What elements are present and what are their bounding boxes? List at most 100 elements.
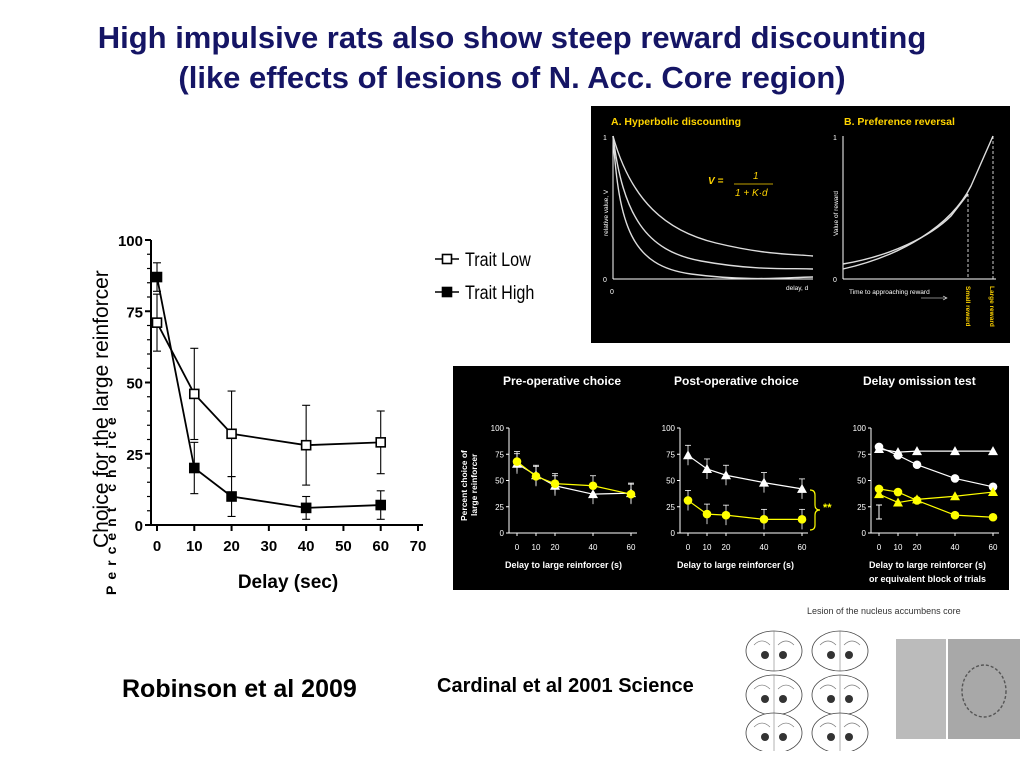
- robinson-point: [151, 317, 163, 328]
- panel-b-ylabel: Value of reward: [833, 191, 840, 236]
- brain-section: [811, 712, 869, 754]
- panel-a-ytick-0: 0: [603, 277, 607, 284]
- lesion-spot: [761, 733, 769, 741]
- cardinal-point: [893, 447, 903, 457]
- discounting-svg: A. Hyperbolic discounting B. Preference …: [603, 116, 996, 327]
- cardinal-ytick-label: 25: [495, 503, 504, 512]
- lesion-outline: [961, 664, 1007, 718]
- robinson-xtick-label: 50: [335, 538, 352, 555]
- robinson-xtick-label: 0: [153, 538, 161, 555]
- robinson-xlabel: Delay (sec): [238, 572, 338, 593]
- brain-sections: [745, 630, 869, 754]
- robinson-chart: 0 25 50 75 100 0 10 20 30 40 50 60 70 Trait Low Trait …: [90, 233, 534, 595]
- cardinal-point: [512, 457, 522, 466]
- cardinal-point: [950, 510, 960, 520]
- cardinal-xtick-label: 20: [913, 543, 922, 552]
- cardinal-ytick-label: 0: [500, 529, 505, 538]
- legend-marker: [441, 286, 453, 298]
- title-line-1: High impulsive rats also show steep rewa…: [97, 20, 927, 55]
- cardinal-point: [950, 474, 960, 483]
- cardinal-ytick-label: 25: [666, 503, 675, 512]
- lesion-svg: Lesion of the nucleus accumbens core: [745, 606, 1020, 754]
- panel-b-ytick-1: 1: [833, 135, 837, 142]
- lesion-spot: [779, 651, 787, 659]
- cardinal-ytick-label: 0: [671, 529, 676, 538]
- citation-cardinal: Cardinal et al 2001 Science: [437, 675, 694, 697]
- cardinal-ytick-label: 50: [495, 477, 504, 486]
- cardinal-point: [702, 463, 712, 473]
- cardinal-xtick-label: 20: [722, 543, 731, 552]
- lesion-figure: Lesion of the nucleus accumbens core: [744, 603, 1020, 754]
- cardinal-point: [531, 472, 541, 481]
- brain-section: [745, 712, 803, 754]
- brain-contour: [753, 684, 795, 690]
- curve-large-reward: [842, 135, 994, 270]
- cardinal-subplot: 0 25 50 75 100 0 10 20 40 60: [662, 424, 808, 552]
- brain-section: [745, 674, 803, 716]
- panel-a-xlabel: delay, d: [786, 285, 809, 292]
- cardinal-ytick-label: 75: [495, 450, 504, 459]
- cardinal-ytick-label: 100: [491, 424, 505, 433]
- lesion-spot: [845, 695, 853, 703]
- panel-b-ytick-0: 0: [833, 277, 837, 284]
- cardinal-xtick-label: 0: [515, 543, 520, 552]
- cardinal-panel: Pre-operative choice Post-operative choi…: [453, 366, 1009, 590]
- cardinal-point: [721, 470, 731, 480]
- brain-contour: [819, 684, 861, 690]
- lesion-spot: [779, 733, 787, 741]
- robinson-xtick-label: 10: [186, 538, 203, 555]
- cardinal-xtick-label: 20: [551, 543, 560, 552]
- formula-lhs: V =: [708, 176, 723, 187]
- panel-a-ylabel: relative value, V: [603, 189, 610, 236]
- robinson-ylabel-overlay: Percent choice: [103, 411, 119, 595]
- panel-a-ytick-1: 1: [603, 135, 607, 142]
- cardinal-point: [893, 487, 903, 497]
- robinson-point: [300, 502, 312, 514]
- cardinal-xtick-label: 0: [686, 543, 691, 552]
- cardinal-ytick-label: 100: [853, 424, 867, 433]
- cardinal-xtick-label: 60: [798, 543, 807, 552]
- cardinal-xtick-label: 40: [951, 543, 960, 552]
- lesion-spot: [845, 651, 853, 659]
- pre-op-title: Pre-operative choice: [503, 374, 621, 388]
- cardinal-point: [874, 444, 884, 453]
- robinson-point: [375, 437, 387, 448]
- robinson-ytick-label: 100: [118, 233, 143, 250]
- cardinal-point: [912, 494, 922, 504]
- legend-label: Trait Low: [465, 249, 531, 271]
- pre-op-ylabel-2: large reinforcer: [469, 453, 479, 516]
- cardinal-point: [950, 491, 960, 501]
- robinson-ytick-label: 0: [135, 518, 143, 535]
- discounting-panel: A. Hyperbolic discounting B. Preference …: [591, 106, 1010, 343]
- brain-contour: [819, 722, 861, 728]
- cardinal-point: [683, 496, 693, 505]
- cardinal-ytick-label: 75: [666, 450, 675, 459]
- pre-op-ylabel-1: Percent choice of: [459, 450, 469, 521]
- hyperbola-steep: [612, 135, 814, 280]
- post-op-title: Post-operative choice: [674, 374, 799, 388]
- robinson-point: [226, 428, 237, 440]
- cardinal-xtick-label: 10: [894, 543, 903, 552]
- robinson-point: [300, 439, 312, 451]
- robinson-point: [151, 271, 163, 283]
- lesion-spot: [779, 695, 787, 703]
- panel-a-xtick-0: 0: [610, 289, 614, 296]
- panel-a-title: A. Hyperbolic discounting: [611, 116, 741, 128]
- cardinal-point: [988, 482, 998, 492]
- lesion-spot: [845, 733, 853, 741]
- cardinal-xtick-label: 40: [589, 543, 598, 552]
- post-op-brace: [809, 489, 821, 531]
- post-op-xlabel: Delay to large reinforcer (s): [677, 560, 794, 570]
- cardinal-xtick-label: 10: [532, 543, 541, 552]
- omission-error-sample: [876, 504, 882, 520]
- cardinal-point: [759, 515, 769, 524]
- label-large-reward: Large reward: [988, 286, 995, 327]
- cardinal-point: [626, 489, 636, 499]
- panel-b-xlabel: Time to approaching reward: [849, 289, 930, 296]
- robinson-point: [188, 388, 200, 400]
- omission-xlabel-1: Delay to large reinforcer (s): [869, 560, 986, 570]
- cardinal-ytick-label: 25: [857, 503, 866, 512]
- cardinal-point: [797, 483, 807, 493]
- cardinal-xtick-label: 0: [877, 543, 882, 552]
- robinson-xtick-label: 30: [261, 538, 278, 555]
